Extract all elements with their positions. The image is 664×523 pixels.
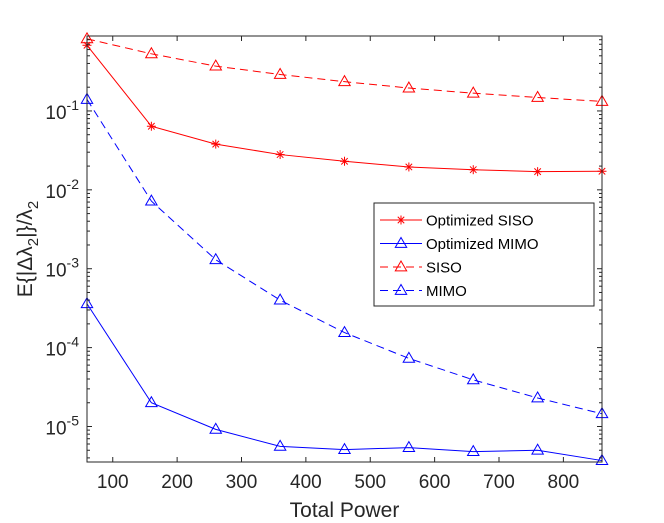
data-point-optimized-mimo-4 bbox=[337, 442, 352, 454]
data-point-optimized-siso-6 bbox=[468, 165, 478, 175]
data-point-mimo-1 bbox=[144, 194, 158, 206]
x-tick-label: 200 bbox=[161, 472, 193, 493]
x-tick-label: 600 bbox=[419, 472, 451, 493]
legend-label: SISO bbox=[426, 260, 462, 277]
legend-label: MIMO bbox=[426, 283, 467, 300]
data-point-optimized-siso-4 bbox=[340, 156, 349, 166]
series-layer bbox=[80, 31, 609, 465]
data-point-siso-1 bbox=[144, 46, 158, 59]
series-optimized-mimo bbox=[80, 296, 609, 465]
x-axis-title: Total Power bbox=[290, 499, 400, 522]
legend: Optimized SISO Optimized MIMO SISO MIMO bbox=[373, 202, 595, 307]
data-point-optimized-siso-5 bbox=[404, 162, 414, 172]
data-point-siso-6 bbox=[466, 86, 480, 98]
series-line-optimized-mimo bbox=[86, 303, 603, 462]
x-tick-label: 800 bbox=[548, 472, 580, 493]
series-optimized-siso bbox=[82, 40, 607, 177]
legend-marker-mimo bbox=[394, 283, 408, 295]
y-tick-label: 10-4 bbox=[45, 334, 79, 361]
series-siso bbox=[80, 31, 609, 106]
y-axis-title: E{|Δλ2|}/λ2 bbox=[14, 201, 42, 298]
data-point-optimized-siso-2 bbox=[211, 139, 221, 149]
legend-marker-optimized-mimo bbox=[394, 236, 408, 248]
data-point-optimized-mimo-1 bbox=[144, 395, 158, 408]
plot-frame bbox=[86, 35, 603, 463]
data-point-optimized-mimo-2 bbox=[209, 422, 223, 434]
legend-marker-optimized-siso bbox=[396, 215, 406, 225]
data-point-mimo-3 bbox=[273, 293, 287, 305]
data-point-mimo-7 bbox=[531, 390, 545, 403]
data-point-siso-5 bbox=[402, 81, 416, 93]
data-point-optimized-mimo-5 bbox=[402, 440, 416, 453]
legend-entry-optimized-siso: Optimized SISO bbox=[380, 213, 534, 230]
y-tick-label: 10-2 bbox=[45, 176, 79, 203]
x-tick-label: 400 bbox=[290, 472, 322, 493]
x-tick-label: 100 bbox=[97, 472, 129, 493]
x-tick-label: 300 bbox=[226, 472, 258, 493]
data-point-optimized-mimo-6 bbox=[466, 444, 480, 457]
legend-entry-optimized-mimo: Optimized MIMO bbox=[380, 236, 539, 253]
legend-entry-siso: SISO bbox=[380, 260, 462, 277]
data-point-optimized-siso-3 bbox=[275, 150, 285, 160]
axes bbox=[86, 35, 603, 463]
data-point-optimized-mimo-3 bbox=[273, 439, 287, 451]
data-point-mimo-2 bbox=[209, 252, 223, 265]
tick-labels: 100 200 300 400 500 600 700 800 10-5 10-4 10-3 10-2… bbox=[45, 97, 579, 493]
y-tick-label: 10-1 bbox=[45, 97, 79, 124]
data-point-mimo-6 bbox=[466, 372, 480, 385]
data-point-mimo-5 bbox=[402, 351, 416, 363]
data-point-siso-7 bbox=[531, 90, 545, 102]
series-line-mimo bbox=[86, 99, 603, 415]
legend-label: Optimized SISO bbox=[426, 213, 534, 230]
series-line-siso bbox=[86, 38, 603, 102]
y-tick-label: 10-3 bbox=[45, 255, 79, 282]
x-tick-label: 500 bbox=[354, 472, 386, 493]
legend-label: Optimized MIMO bbox=[426, 236, 539, 253]
x-tick-label: 700 bbox=[483, 472, 515, 493]
y-tick-label: 10-5 bbox=[45, 413, 79, 440]
data-point-optimized-siso-7 bbox=[533, 167, 543, 177]
legend-entry-mimo: MIMO bbox=[380, 283, 467, 300]
data-point-siso-2 bbox=[209, 59, 223, 71]
legend-marker-siso bbox=[394, 259, 408, 272]
data-point-siso-3 bbox=[273, 67, 287, 79]
data-point-optimized-siso-1 bbox=[146, 121, 156, 131]
data-point-mimo-4 bbox=[337, 325, 352, 337]
data-point-optimized-mimo-7 bbox=[531, 443, 545, 455]
data-point-siso-4 bbox=[337, 74, 352, 87]
data-point-optimized-mimo-8 bbox=[595, 453, 609, 465]
